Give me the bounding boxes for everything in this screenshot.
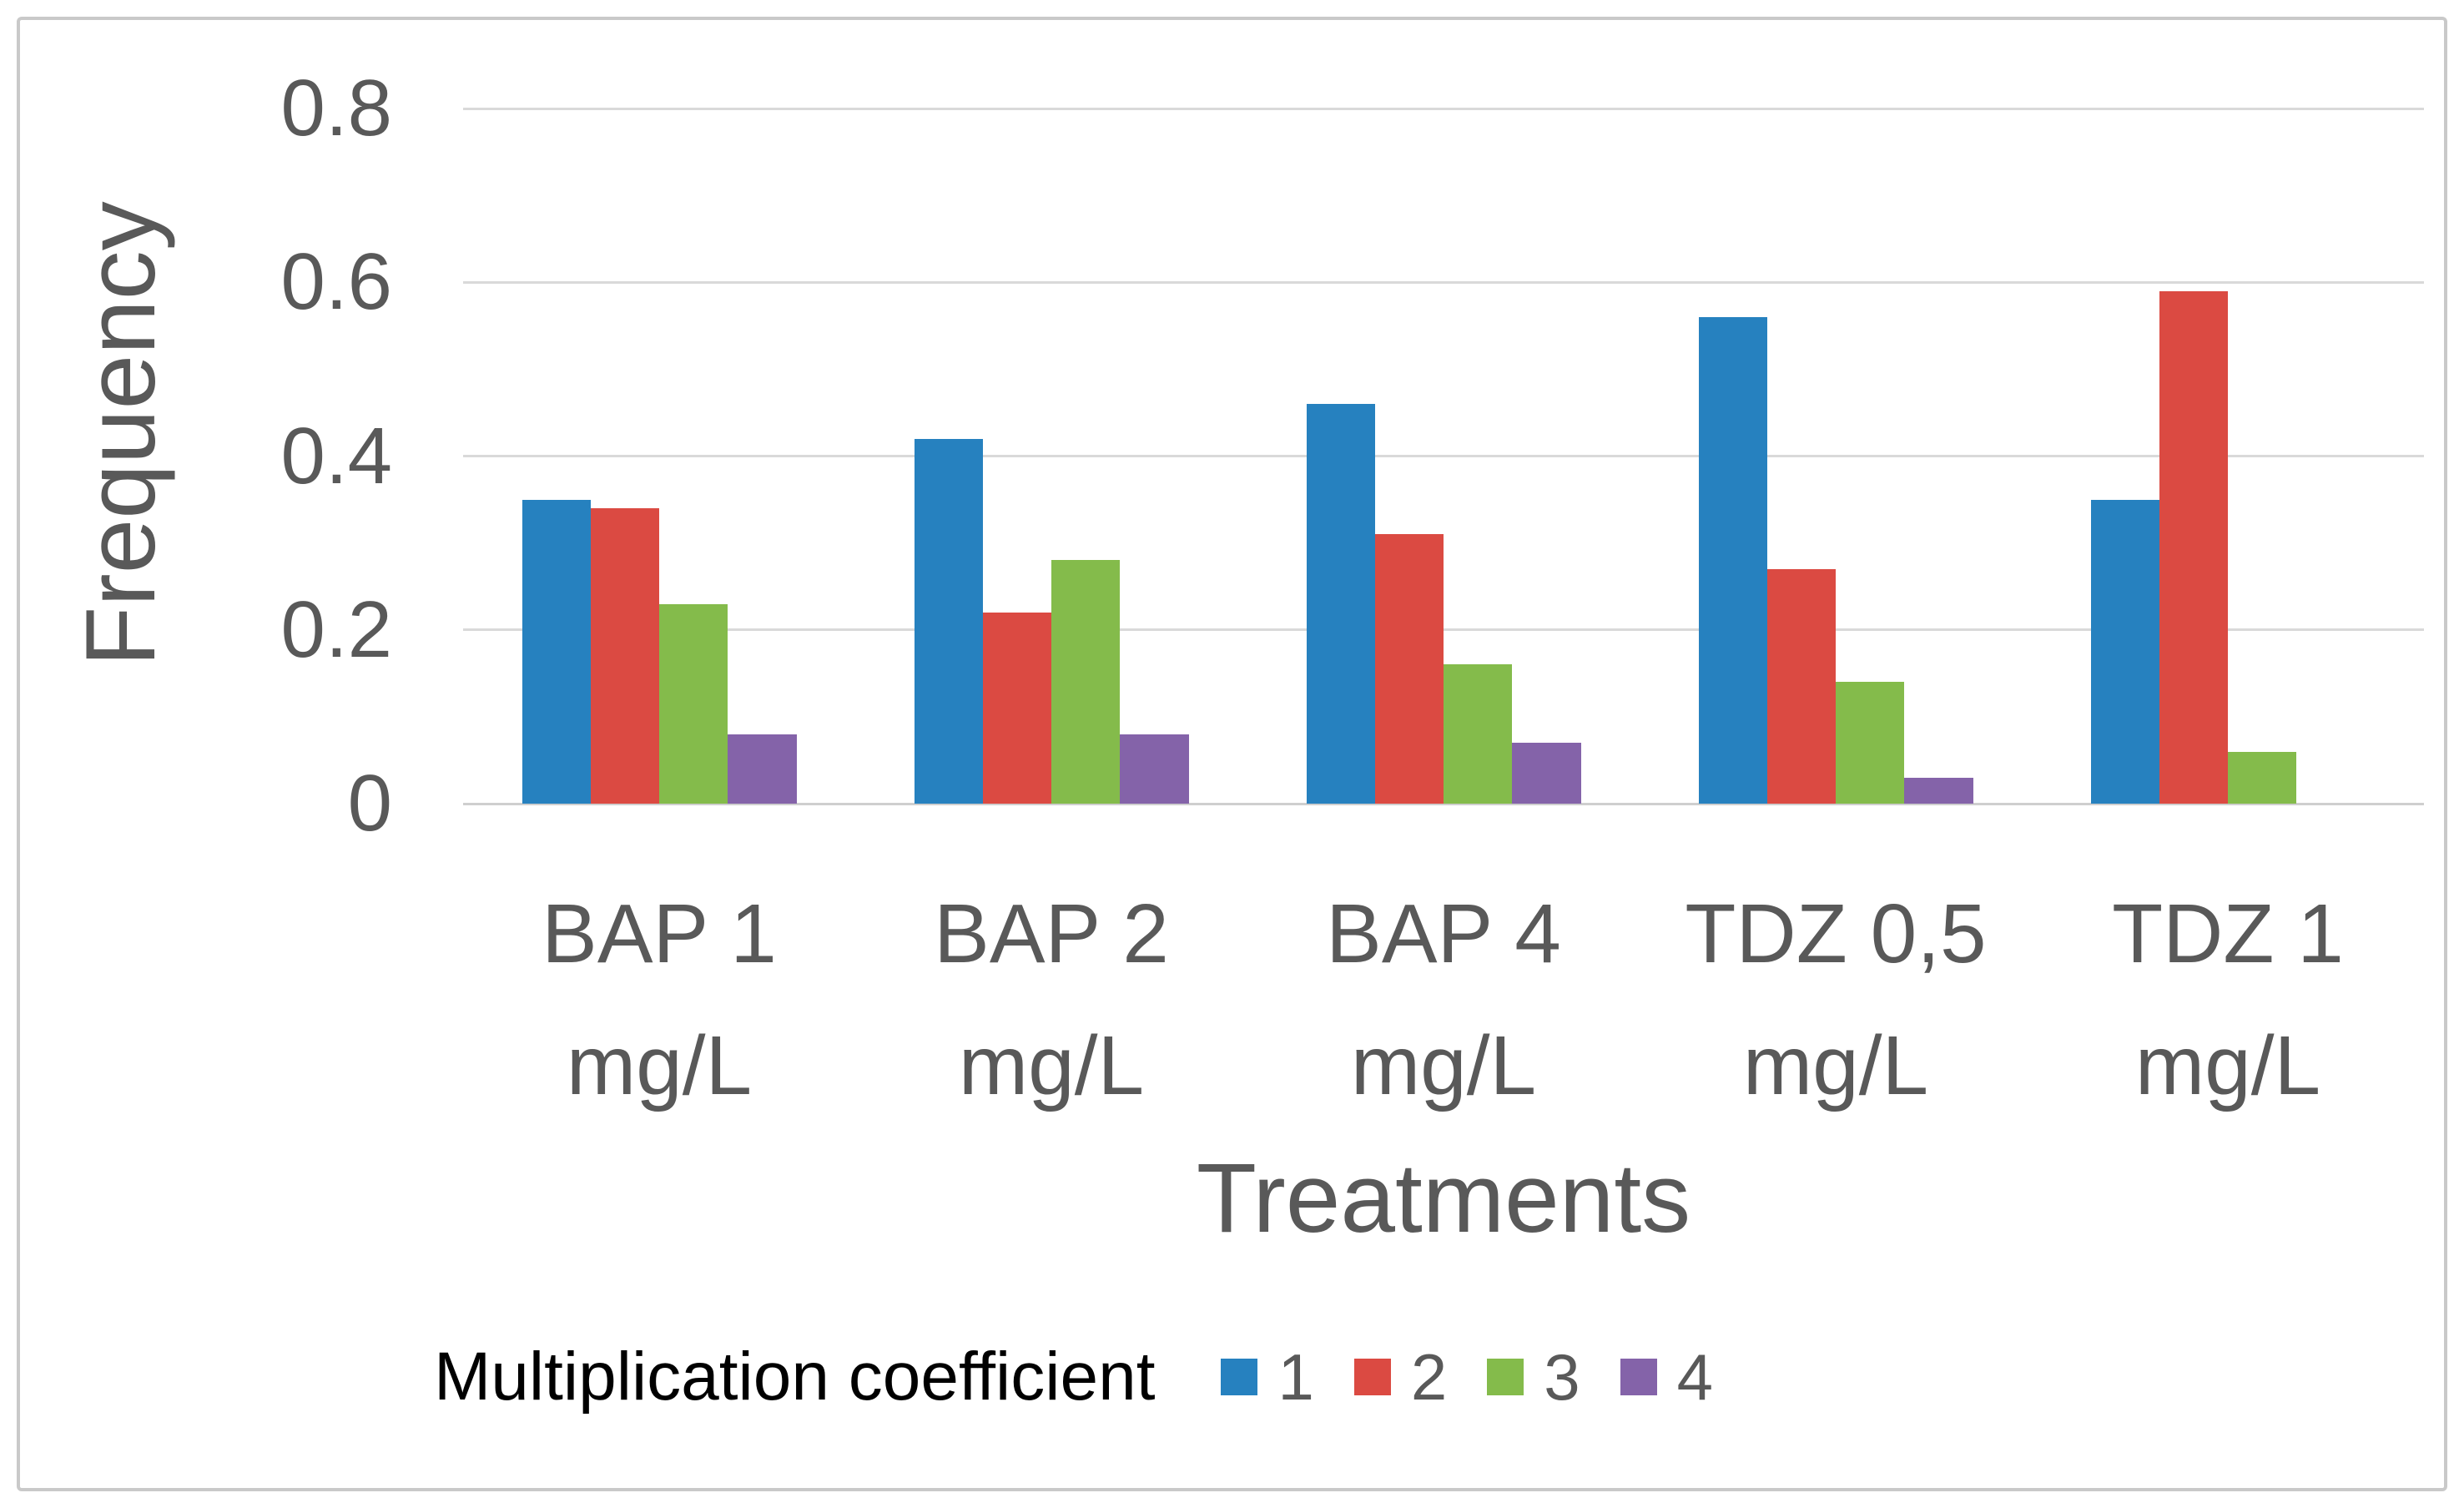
bar-series-1 [2090, 499, 2159, 804]
bar-group-bap-4 [1247, 108, 1640, 804]
legend-label-3: 3 [1544, 1339, 1580, 1414]
category-label: BAP 1 mg/L [463, 868, 855, 1132]
x-axis-labels: BAP 1 mg/L BAP 2 mg/L BAP 4 mg/L TDZ 0,5 mg/L TD… [463, 868, 2424, 1132]
figure-border [17, 17, 2447, 1491]
category-label-line2: mg/L [2134, 1019, 2321, 1112]
x-axis-line [463, 802, 2424, 805]
legend-entry-4: 4 [1620, 1339, 1713, 1415]
legend-entry-3: 3 [1487, 1339, 1580, 1415]
bar-series-4 [1512, 743, 1581, 804]
gridline [463, 455, 2424, 457]
legend: Multiplication coefficient 1 2 3 4 [434, 1323, 1753, 1431]
gridline [463, 280, 2424, 284]
bar-cluster [1306, 108, 1581, 804]
legend-swatch-2 [1353, 1359, 1391, 1395]
bar-cluster [2090, 108, 2366, 804]
bar-groups [463, 108, 2424, 804]
bar-group-bap-2 [855, 108, 1247, 804]
plot-area: 0.8 0.6 0.4 0.2 0 [281, 63, 2424, 848]
category-label-line2: mg/L [1350, 1019, 1537, 1112]
x-axis-title: Treatments [1196, 1143, 1691, 1253]
bar-series-1 [914, 438, 983, 804]
bar-series-2 [1766, 568, 1836, 804]
category-label: TDZ 1 mg/L [2032, 868, 2424, 1132]
category-label-line1: BAP 4 [1326, 887, 1561, 981]
bar-series-3 [2228, 751, 2297, 804]
bar-series-1 [1306, 404, 1375, 804]
legend-label-1: 1 [1277, 1339, 1314, 1414]
y-tick-label: 0.6 [280, 237, 392, 327]
gridline [463, 107, 2424, 110]
bar-series-3 [659, 603, 728, 804]
category-label-line2: mg/L [1742, 1019, 1929, 1112]
legend-title: Multiplication coefficient [434, 1339, 1156, 1415]
bar-series-1 [522, 499, 591, 804]
category-label-line2: mg/L [566, 1019, 753, 1112]
bar-series-2 [590, 507, 659, 804]
category-label-line1: BAP 1 [542, 887, 777, 981]
gridline [463, 628, 2424, 632]
bar-series-2 [1374, 534, 1444, 804]
y-tick-label: 0.8 [280, 63, 392, 153]
category-label-line1: TDZ 0,5 [1685, 887, 1987, 981]
legend-entry-1: 1 [1221, 1339, 1314, 1415]
bar-series-4 [1120, 734, 1189, 804]
bar-series-1 [1698, 316, 1767, 804]
legend-swatch-4 [1620, 1359, 1657, 1395]
bar-cluster [1698, 108, 1973, 804]
bar-series-3 [1051, 560, 1121, 804]
legend-label-4: 4 [1676, 1339, 1714, 1414]
bar-cluster [522, 108, 797, 804]
bar-series-2 [982, 612, 1051, 804]
bar-group-bap-1 [463, 108, 855, 804]
legend-swatch-1 [1221, 1359, 1258, 1395]
bar-series-3 [1444, 664, 1513, 804]
category-label: BAP 4 mg/L [1247, 868, 1640, 1132]
bar-cluster [914, 108, 1189, 804]
legend-label-2: 2 [1410, 1339, 1448, 1414]
y-tick-label: 0 [347, 759, 392, 848]
bar-series-3 [1836, 682, 1905, 804]
bar-series-2 [2159, 290, 2228, 804]
bar-series-4 [728, 734, 797, 804]
bar-group-tdz-0-5 [1640, 108, 2032, 804]
category-label-line1: TDZ 1 [2112, 887, 2344, 981]
category-label-line2: mg/L [958, 1019, 1145, 1112]
bar-group-tdz-1 [2032, 108, 2424, 804]
legend-swatch-3 [1487, 1359, 1524, 1395]
category-label-line1: BAP 2 [934, 887, 1169, 981]
legend-entry-2: 2 [1353, 1339, 1448, 1415]
bar-series-4 [1904, 777, 1973, 804]
category-label: BAP 2 mg/L [855, 868, 1247, 1132]
y-tick-label: 0.2 [280, 584, 392, 674]
y-tick-label: 0.4 [280, 411, 392, 501]
category-label: TDZ 0,5 mg/L [1640, 868, 2032, 1132]
